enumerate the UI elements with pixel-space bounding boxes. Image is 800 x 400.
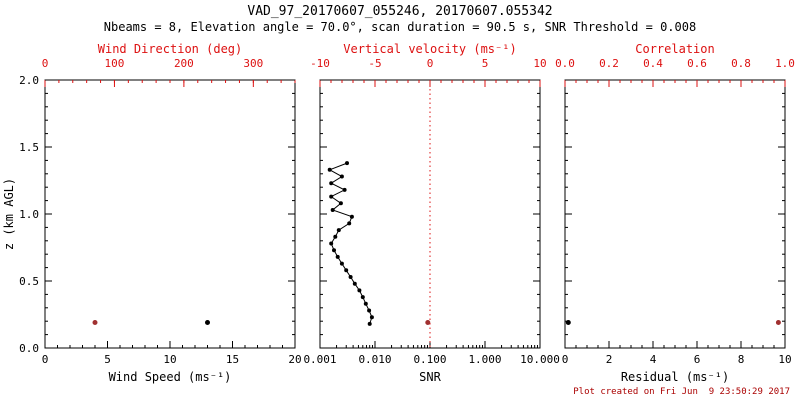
marker-correlation xyxy=(775,320,781,325)
marker-wind-direction xyxy=(92,320,98,325)
y-tick-label: 2.0 xyxy=(19,74,39,87)
top-tick-label: 100 xyxy=(105,57,125,70)
bottom-tick-label: 2 xyxy=(606,353,613,366)
top-axis-title-residual: Correlation xyxy=(635,42,714,56)
marker-snr-profile xyxy=(360,295,365,300)
top-tick-label: 200 xyxy=(174,57,194,70)
marker-snr-profile xyxy=(345,161,349,166)
bottom-tick-label: 10.000 xyxy=(520,353,560,366)
marker-snr-profile xyxy=(357,288,362,293)
marker-snr-profile xyxy=(335,254,340,259)
bottom-tick-label: 4 xyxy=(650,353,657,366)
top-axis-title-wind: Wind Direction (deg) xyxy=(98,42,243,56)
creation-timestamp: Plot created on Fri Jun 9 23:50:29 2017 xyxy=(573,387,790,397)
top-tick-label: 5 xyxy=(482,57,489,70)
top-tick-label: 0.4 xyxy=(643,57,663,70)
bottom-tick-label: 6 xyxy=(694,353,701,366)
bottom-tick-label: 0.100 xyxy=(413,353,446,366)
marker-snr-profile xyxy=(367,308,372,313)
marker-snr-profile xyxy=(332,248,336,253)
top-tick-label: -10 xyxy=(310,57,330,70)
marker-snr-profile xyxy=(329,241,334,246)
marker-snr-profile xyxy=(329,181,334,186)
marker-snr-profile xyxy=(352,281,357,286)
top-tick-label: 0.2 xyxy=(599,57,619,70)
y-tick-label: 0.5 xyxy=(19,275,39,288)
bottom-tick-label: 0 xyxy=(42,353,49,366)
bottom-tick-label: 15 xyxy=(226,353,239,366)
marker-snr-profile xyxy=(329,194,334,199)
bottom-tick-label: 10 xyxy=(778,353,791,366)
bottom-axis-title-wind: Wind Speed (ms⁻¹) xyxy=(109,370,232,384)
marker-snr-profile xyxy=(369,315,374,320)
panel-frame-residual xyxy=(564,79,786,349)
panel-frame-snr xyxy=(319,79,541,349)
plot-subtitle: Nbeams = 8, Elevation angle = 70.0°, sca… xyxy=(103,20,697,34)
marker-wind-speed xyxy=(205,320,210,325)
bottom-tick-label: 0.001 xyxy=(303,353,336,366)
marker-snr-profile xyxy=(348,275,353,279)
top-axis-title-snr: Vertical velocity (ms⁻¹) xyxy=(343,42,516,56)
marker-snr-profile xyxy=(327,167,332,172)
plot-title: VAD_97_20170607_055246, 20170607.055342 xyxy=(247,4,553,19)
bottom-axis-title-snr: SNR xyxy=(419,370,441,384)
panel-residual: 0 2 4 6 8 10 0.0 0.2 0.4 0.6 0.8 1.0 Residual (ms⁻¹)… xyxy=(555,42,795,384)
marker-residual xyxy=(565,320,571,325)
top-tick-label: 300 xyxy=(243,57,263,70)
top-tick-label: -5 xyxy=(368,57,381,70)
marker-snr-profile xyxy=(344,268,349,273)
bottom-tick-label: 5 xyxy=(104,353,111,366)
marker-snr-profile xyxy=(330,208,335,212)
marker-snr-profile xyxy=(363,301,368,306)
marker-snr-profile xyxy=(338,201,343,206)
bottom-tick-label: 0 xyxy=(562,353,569,366)
panel-snr: 0.001 0.010 0.100 1.000 10.000 -10 -5 0 5 10 SNR Ve… xyxy=(303,42,559,384)
y-tick-label: 1.0 xyxy=(19,208,39,221)
bottom-tick-label: 1.000 xyxy=(468,353,501,366)
marker-snr-profile xyxy=(339,261,344,266)
bottom-axis-title-residual: Residual (ms⁻¹) xyxy=(621,370,729,384)
bottom-tick-label: 10 xyxy=(163,353,176,366)
marker-snr-profile xyxy=(347,221,352,226)
marker-snr-profile xyxy=(336,228,341,233)
y-axis-title: z (km AGL) xyxy=(2,178,16,250)
top-tick-label: 0.6 xyxy=(687,57,707,70)
top-tick-label: 0.0 xyxy=(555,57,575,70)
top-tick-label: 10 xyxy=(533,57,546,70)
bottom-tick-label: 0.010 xyxy=(358,353,391,366)
y-tick-label: 1.5 xyxy=(19,141,39,154)
marker-snr-profile xyxy=(342,187,347,192)
top-tick-label: 0 xyxy=(427,57,434,70)
marker-vertical-velocity xyxy=(425,320,431,325)
top-tick-label: 1.0 xyxy=(775,57,795,70)
marker-snr-profile xyxy=(349,214,354,219)
top-tick-label: 0 xyxy=(42,57,49,70)
bottom-tick-label: 20 xyxy=(288,353,301,366)
y-tick-label: 0.0 xyxy=(19,342,39,355)
bottom-tick-label: 8 xyxy=(738,353,745,366)
marker-snr-profile xyxy=(367,321,372,326)
marker-snr-profile xyxy=(333,234,338,239)
top-tick-label: 0.8 xyxy=(731,57,751,70)
panel-frame-wind xyxy=(44,79,296,349)
marker-snr-profile xyxy=(339,174,344,179)
series-line-snr-profile xyxy=(328,162,373,325)
